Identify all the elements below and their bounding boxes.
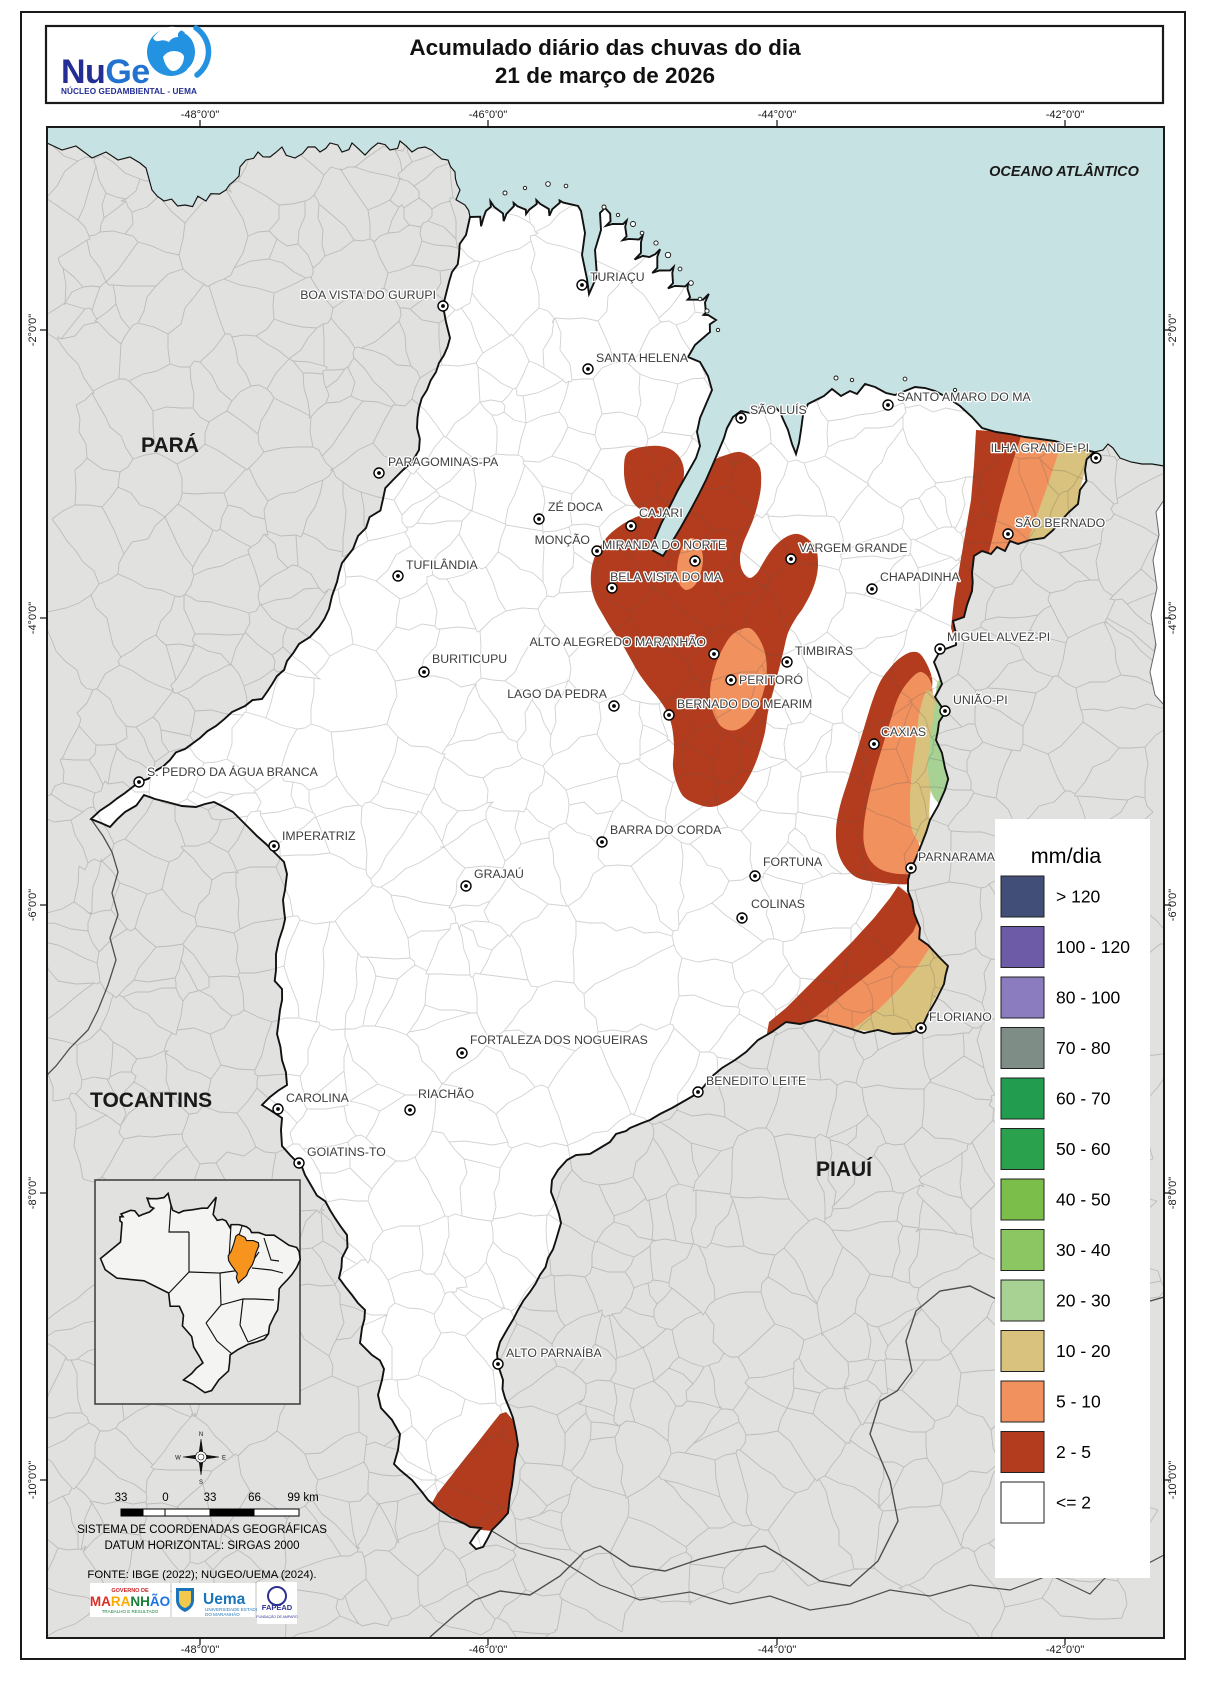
svg-text:-10°0'0": -10°0'0" — [1167, 1461, 1179, 1500]
svg-text:CAROLINA: CAROLINA — [286, 1091, 350, 1105]
svg-text:CHAPADINHA: CHAPADINHA — [880, 570, 961, 584]
svg-text:60 - 70: 60 - 70 — [1056, 1089, 1111, 1109]
svg-text:0: 0 — [162, 1492, 168, 1504]
svg-text:NuGe: NuGe — [61, 53, 150, 91]
svg-text:GRAJAÚ: GRAJAÚ — [474, 866, 524, 881]
svg-text:W: W — [175, 1456, 181, 1462]
svg-text:ILHA GRANDE-PI: ILHA GRANDE-PI — [991, 441, 1089, 455]
svg-text:BENEDITO LEITE: BENEDITO LEITE — [706, 1074, 806, 1088]
svg-text:20 - 30: 20 - 30 — [1056, 1291, 1111, 1311]
svg-text:GOIATINS-TO: GOIATINS-TO — [307, 1145, 386, 1159]
svg-text:SÃO BERNADO: SÃO BERNADO — [1015, 516, 1105, 530]
svg-text:-10°0'0": -10°0'0" — [27, 1461, 39, 1500]
svg-text:SANTO AMARO DO MA: SANTO AMARO DO MA — [897, 390, 1031, 404]
svg-text:S: S — [199, 1480, 203, 1486]
svg-text:DO MARANHÃO: DO MARANHÃO — [205, 1611, 240, 1617]
svg-text:BELA VISTA DO MA: BELA VISTA DO MA — [610, 570, 723, 584]
svg-text:IMPERATRIZ: IMPERATRIZ — [282, 829, 356, 843]
svg-text:70 - 80: 70 - 80 — [1056, 1038, 1111, 1058]
svg-text:21 de março de 2026: 21 de março de 2026 — [495, 63, 715, 88]
svg-text:LAGO DA PEDRA: LAGO DA PEDRA — [507, 687, 608, 701]
svg-text:MIRANDA DO NORTE: MIRANDA DO NORTE — [602, 538, 726, 552]
svg-text:-42°0'0": -42°0'0" — [1046, 109, 1085, 121]
svg-text:NÚCLEO GEDAMBIENTAL - UEMA: NÚCLEO GEDAMBIENTAL - UEMA — [61, 85, 197, 96]
svg-text:COLINAS: COLINAS — [751, 897, 805, 911]
svg-text:RIACHÃO: RIACHÃO — [418, 1087, 474, 1101]
svg-text:40 - 50: 40 - 50 — [1056, 1190, 1111, 1210]
svg-text:BOA VISTA DO GURUPI: BOA VISTA DO GURUPI — [300, 288, 436, 302]
svg-text:BARRA DO CORDA: BARRA DO CORDA — [610, 823, 722, 837]
svg-text:-46°0'0": -46°0'0" — [469, 1644, 508, 1656]
svg-text:FORTALEZA DOS NOGUEIRAS: FORTALEZA DOS NOGUEIRAS — [470, 1033, 648, 1047]
svg-text:GOVERNO DE: GOVERNO DE — [111, 1588, 149, 1594]
svg-text:5 - 10: 5 - 10 — [1056, 1392, 1101, 1412]
svg-text:33: 33 — [115, 1492, 128, 1504]
svg-text:MIGUEL ALVEZ-PI: MIGUEL ALVEZ-PI — [947, 630, 1050, 644]
svg-text:-8°0'0": -8°0'0" — [1167, 1177, 1179, 1210]
svg-text:33: 33 — [204, 1492, 217, 1504]
svg-text:-8°0'0": -8°0'0" — [27, 1177, 39, 1210]
svg-text:PARNARAMA: PARNARAMA — [918, 850, 996, 864]
svg-text:VARGEM GRANDE: VARGEM GRANDE — [799, 541, 907, 555]
svg-text:PIAUÍ: PIAUÍ — [816, 1158, 873, 1181]
svg-text:SISTEMA DE COORDENADAS GEOGRÁF: SISTEMA DE COORDENADAS GEOGRÁFICAS — [77, 1523, 327, 1536]
svg-text:FLORIANO: FLORIANO — [929, 1010, 992, 1024]
svg-text:TOCANTINS: TOCANTINS — [90, 1089, 212, 1112]
svg-text:FAPEAD: FAPEAD — [262, 1603, 293, 1612]
svg-text:CAXIAS: CAXIAS — [881, 725, 926, 739]
svg-text:TUFILÂNDIA: TUFILÂNDIA — [406, 557, 479, 572]
svg-text:PARAGOMINAS-PA: PARAGOMINAS-PA — [388, 455, 499, 469]
svg-text:-46°0'0": -46°0'0" — [469, 109, 508, 121]
svg-text:TURIAÇU: TURIAÇU — [590, 270, 645, 284]
svg-text:ALTO PARNAÍBA: ALTO PARNAÍBA — [506, 1345, 602, 1360]
svg-text:SANTA HELENA: SANTA HELENA — [596, 351, 689, 365]
svg-text:-48°0'0": -48°0'0" — [181, 109, 220, 121]
svg-text:SÃO LUÍS: SÃO LUÍS — [750, 402, 807, 417]
svg-text:OCEANO ATLÂNTICO: OCEANO ATLÂNTICO — [989, 162, 1140, 180]
svg-text:-2°0'0": -2°0'0" — [27, 314, 39, 347]
svg-text:-44°0'0": -44°0'0" — [758, 1644, 797, 1656]
svg-text:80 - 100: 80 - 100 — [1056, 988, 1120, 1008]
svg-text:-2°0'0": -2°0'0" — [1167, 314, 1179, 347]
svg-text:UNIÃO-PI: UNIÃO-PI — [953, 693, 1008, 707]
svg-text:-4°0'0": -4°0'0" — [1167, 602, 1179, 635]
svg-text:BERNADO DO MEARIM: BERNADO DO MEARIM — [677, 697, 812, 711]
svg-text:10 - 20: 10 - 20 — [1056, 1341, 1111, 1361]
svg-text:50 - 60: 50 - 60 — [1056, 1139, 1111, 1159]
svg-text:2 - 5: 2 - 5 — [1056, 1442, 1091, 1462]
svg-text:UNIVERSIDADE ESTADUAL: UNIVERSIDADE ESTADUAL — [205, 1607, 265, 1612]
svg-text:mm/dia: mm/dia — [1031, 844, 1102, 868]
svg-text:MONÇÃO: MONÇÃO — [535, 533, 590, 547]
svg-text:MARANHÃO: MARANHÃO — [90, 1594, 170, 1609]
svg-text:Acumulado diário das chuvas do: Acumulado diário das chuvas do dia — [409, 35, 801, 60]
svg-text:BURITICUPU: BURITICUPU — [432, 652, 507, 666]
svg-text:DATUM HORIZONTAL: SIRGAS 2000: DATUM HORIZONTAL: SIRGAS 2000 — [104, 1540, 299, 1552]
svg-text:PARÁ: PARÁ — [141, 434, 199, 457]
svg-text:30 - 40: 30 - 40 — [1056, 1240, 1111, 1260]
svg-text:99 km: 99 km — [287, 1492, 318, 1504]
svg-text:N: N — [199, 1432, 203, 1438]
svg-text:66: 66 — [248, 1492, 261, 1504]
svg-text:S. PEDRO DA ÁGUA BRANCA: S. PEDRO DA ÁGUA BRANCA — [147, 764, 319, 779]
svg-text:E: E — [222, 1456, 226, 1462]
svg-text:-6°0'0": -6°0'0" — [1167, 889, 1179, 922]
svg-text:<= 2: <= 2 — [1056, 1493, 1091, 1513]
svg-text:Uema: Uema — [203, 1591, 246, 1608]
svg-text:CAJARI: CAJARI — [639, 506, 683, 520]
svg-text:-44°0'0": -44°0'0" — [758, 109, 797, 121]
svg-text:TIMBIRAS: TIMBIRAS — [795, 644, 853, 658]
svg-text:FUNDAÇÃO DE AMPARO: FUNDAÇÃO DE AMPARO — [256, 1614, 297, 1619]
svg-text:> 120: > 120 — [1056, 887, 1101, 907]
svg-text:TRABALHO E RESULTADO: TRABALHO E RESULTADO — [102, 1609, 159, 1614]
svg-text:ALTO ALEGREDO MARANHÃO: ALTO ALEGREDO MARANHÃO — [529, 635, 706, 649]
svg-text:-4°0'0": -4°0'0" — [27, 602, 39, 635]
svg-text:-48°0'0": -48°0'0" — [181, 1644, 220, 1656]
svg-text:FORTUNA: FORTUNA — [763, 855, 823, 869]
svg-text:-6°0'0": -6°0'0" — [27, 889, 39, 922]
svg-text:-42°0'0": -42°0'0" — [1046, 1644, 1085, 1656]
svg-text:ZÉ DOCA: ZÉ DOCA — [548, 499, 603, 514]
svg-text:FONTE: IBGE (2022); NUGEO/UEMA: FONTE: IBGE (2022); NUGEO/UEMA (2024). — [87, 1569, 316, 1581]
svg-text:PERITORÓ: PERITORÓ — [739, 672, 803, 687]
svg-text:100 - 120: 100 - 120 — [1056, 937, 1130, 957]
